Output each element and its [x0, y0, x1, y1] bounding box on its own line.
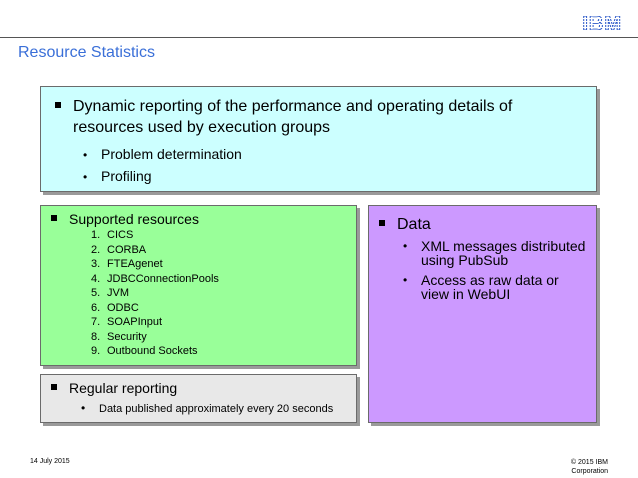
data-sub-list: • XML messages distributed using PubSub •…: [403, 239, 588, 301]
top-bullet: Dynamic reporting of the performance and…: [55, 96, 586, 138]
bullet-dot-icon: •: [83, 148, 88, 162]
list-item: 6. ODBC: [91, 301, 139, 314]
square-bullet-icon: [51, 215, 57, 221]
reporting-sub-item: • Data published approximately every 20 s…: [81, 401, 334, 415]
bullet-dot-icon: •: [403, 239, 408, 253]
list-item: • Profiling: [83, 166, 586, 188]
list-item: 2. CORBA: [91, 243, 147, 256]
resources-heading: Supported resources: [51, 210, 219, 228]
regular-reporting-box: Regular reporting • Data published approx…: [40, 374, 357, 423]
data-box: Data • XML messages distributed using Pub…: [368, 205, 597, 423]
header-rule: [0, 37, 638, 38]
bullet-dot-icon: •: [81, 401, 86, 415]
list-item: 5. JVM: [91, 287, 129, 299]
top-bullet-text: Dynamic reporting of the performance and…: [73, 98, 513, 136]
supported-resources-box: Supported resources 1. CICS 2. CORBA 3. FTE…: [40, 205, 357, 366]
list-item: 7. SOAPInput: [91, 316, 163, 328]
list-item: 9. Outbound Sockets: [91, 345, 198, 357]
top-info-box: Dynamic reporting of the performance and…: [40, 86, 597, 192]
top-sub-list: • Problem determination • Profiling: [83, 144, 586, 188]
ibm-logo: IBM: [582, 13, 622, 36]
square-bullet-icon: [55, 102, 61, 108]
list-item: • XML messages distributed using PubSub: [403, 238, 586, 268]
list-item: 8. Security: [91, 330, 147, 343]
square-bullet-icon: [51, 384, 57, 390]
square-bullet-icon: [379, 220, 385, 226]
list-item: • Access as raw data or view in WebUI: [403, 272, 559, 302]
data-heading: Data: [379, 214, 588, 235]
list-item: 4. JDBCConnectionPools: [91, 272, 219, 285]
footer-copyright: © 2015 IBM Corporation: [570, 459, 608, 475]
footer-date: 14 July 2015: [30, 458, 70, 465]
bullet-dot-icon: •: [83, 170, 88, 184]
list-item: • Problem determination: [83, 144, 586, 166]
reporting-heading: Regular reporting: [51, 379, 333, 397]
list-item: 3. FTEAgenet: [91, 258, 163, 270]
resources-list: 1. CICS 2. CORBA 3. FTEAgenet 4. JDBCConnect…: [91, 228, 219, 359]
list-item: 1. CICS: [91, 229, 134, 241]
bullet-dot-icon: •: [403, 273, 408, 287]
page-title: Resource Statistics: [18, 44, 155, 61]
